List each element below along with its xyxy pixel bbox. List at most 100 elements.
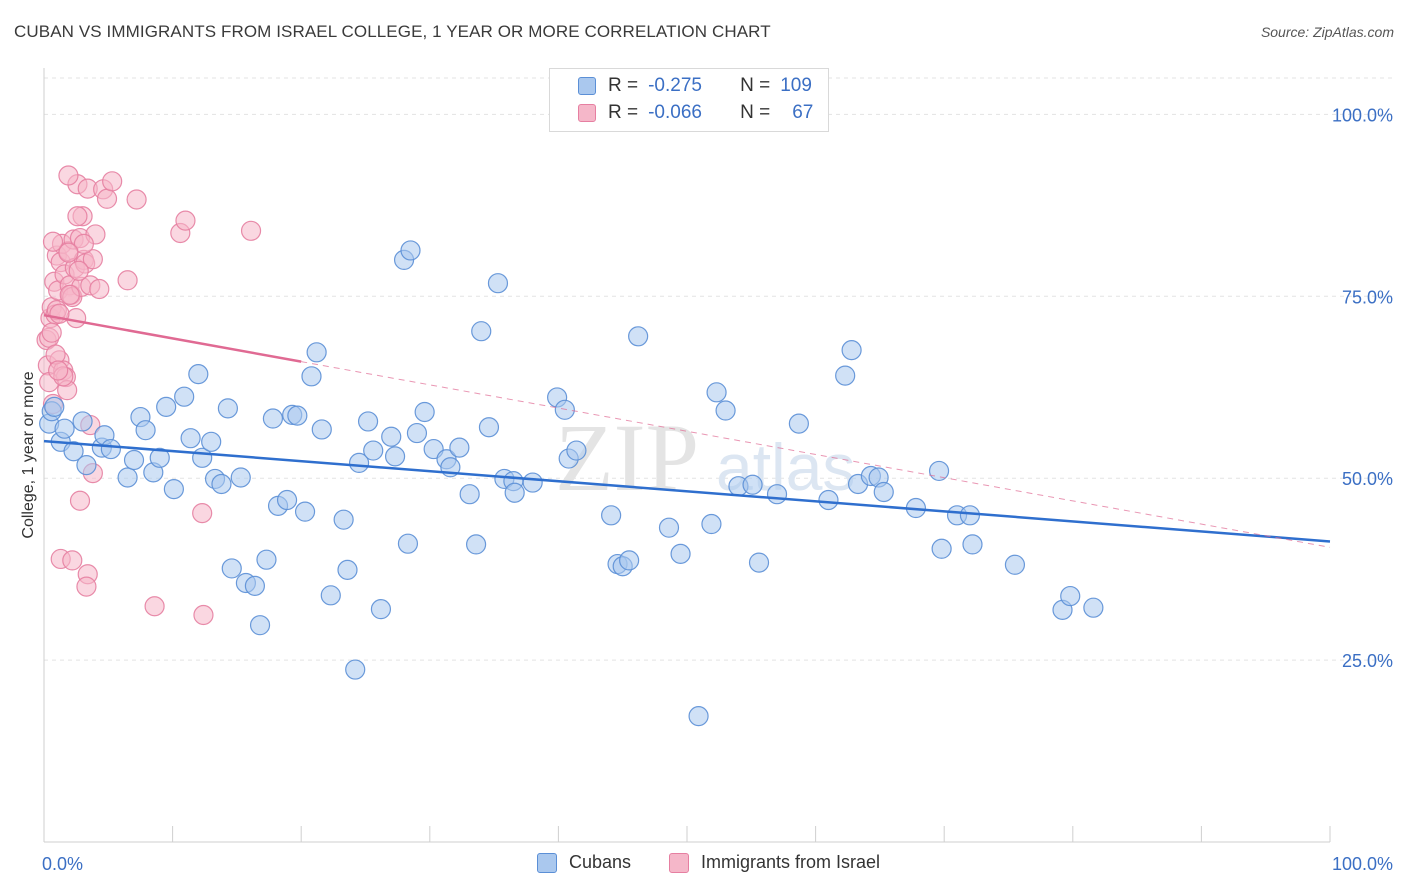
israel-point bbox=[69, 490, 91, 511]
israel-point bbox=[144, 596, 165, 617]
cuban-point bbox=[357, 411, 379, 432]
israel-point bbox=[175, 210, 196, 231]
cuban-point bbox=[333, 509, 354, 530]
cuban-point bbox=[748, 552, 770, 573]
legend-label-israel: Immigrants from Israel bbox=[701, 852, 881, 872]
israel-point bbox=[58, 242, 79, 263]
blue-swatch bbox=[537, 852, 557, 873]
israel-point bbox=[58, 165, 79, 186]
israel-points bbox=[36, 165, 262, 626]
israel-point bbox=[76, 576, 97, 597]
cuban-point bbox=[841, 340, 862, 361]
cuban-point bbox=[72, 411, 93, 432]
israel-point bbox=[67, 206, 88, 227]
n-label: N = bbox=[740, 75, 771, 96]
tick-labels: 25.0% 50.0% 75.0% 100.0% 0.0% 100.0% bbox=[42, 105, 1393, 874]
israel-point bbox=[68, 260, 89, 281]
cuban-point bbox=[487, 273, 509, 294]
r-value: -0.275 bbox=[648, 75, 702, 96]
israel-point bbox=[192, 503, 213, 524]
israel-point bbox=[42, 231, 64, 252]
israel-point bbox=[73, 233, 94, 254]
cuban-point bbox=[217, 398, 238, 419]
cuban-point bbox=[117, 467, 138, 488]
cuban-point bbox=[256, 549, 277, 570]
cuban-point bbox=[306, 342, 327, 363]
israel-point bbox=[59, 284, 80, 305]
cuban-trend-line bbox=[43, 439, 1331, 543]
cuban-point bbox=[287, 405, 308, 426]
axes bbox=[43, 68, 1331, 843]
legend-row-cubans: R = -0.275 N = 109 bbox=[550, 73, 812, 99]
chart-title: CUBAN VS IMMIGRANTS FROM ISRAEL COLLEGE,… bbox=[14, 22, 771, 41]
israel-point bbox=[96, 188, 118, 209]
cuban-point bbox=[465, 534, 487, 555]
cuban-point bbox=[397, 533, 419, 554]
cuban-point bbox=[276, 489, 298, 511]
cuban-point bbox=[230, 467, 251, 488]
cuban-point bbox=[471, 321, 492, 342]
cuban-point bbox=[601, 505, 622, 526]
israel-point bbox=[117, 270, 138, 291]
cuban-point bbox=[554, 399, 575, 420]
legend-row-israel: R = -0.066 N = 67 bbox=[550, 100, 813, 126]
cuban-points bbox=[39, 240, 1104, 727]
cuban-point bbox=[188, 364, 209, 385]
gridlines bbox=[44, 77, 1392, 661]
cuban-point bbox=[370, 599, 392, 620]
cuban-point bbox=[363, 440, 384, 461]
cuban-point bbox=[211, 473, 232, 495]
r-label: R = bbox=[608, 75, 639, 96]
y-tick-label: 100.0% bbox=[1332, 105, 1393, 125]
y-tick-label: 75.0% bbox=[1342, 287, 1393, 307]
cuban-point bbox=[701, 513, 722, 535]
cuban-point bbox=[180, 428, 201, 449]
cuban-point bbox=[221, 558, 242, 579]
r-label: R = bbox=[608, 102, 639, 123]
cuban-point bbox=[818, 489, 839, 511]
cuban-point bbox=[478, 417, 500, 438]
cuban-point bbox=[174, 386, 195, 407]
cuban-point bbox=[742, 474, 763, 495]
cuban-point bbox=[414, 401, 435, 423]
cuban-point bbox=[44, 396, 65, 417]
cuban-point bbox=[766, 484, 788, 505]
cuban-point bbox=[522, 472, 543, 493]
legend-item-israel: Immigrants from Israel bbox=[669, 852, 880, 873]
pink-swatch bbox=[669, 852, 689, 873]
cuban-point bbox=[504, 482, 525, 503]
y-tick-label: 50.0% bbox=[1342, 469, 1393, 489]
cuban-point bbox=[658, 517, 680, 538]
source-credit: Source: ZipAtlas.com bbox=[1260, 24, 1394, 40]
x-tick-label-min: 0.0% bbox=[42, 854, 83, 874]
cuban-point bbox=[962, 534, 983, 555]
israel-trend-line-solid bbox=[43, 313, 302, 363]
israel-point bbox=[126, 189, 147, 210]
cuban-point bbox=[301, 366, 322, 387]
cuban-point bbox=[459, 484, 480, 505]
cuban-point bbox=[1083, 597, 1104, 618]
cuban-point bbox=[149, 447, 170, 468]
israel-point bbox=[62, 550, 83, 571]
cuban-point bbox=[135, 420, 156, 441]
cuban-point bbox=[400, 240, 421, 261]
cuban-point bbox=[320, 585, 341, 606]
n-label: N = bbox=[740, 102, 771, 123]
series-legend: Cubans Immigrants from Israel bbox=[0, 852, 1406, 878]
israel-point bbox=[48, 360, 69, 381]
cuban-point bbox=[163, 479, 184, 500]
cuban-point bbox=[873, 481, 894, 503]
trend-lines bbox=[43, 313, 1331, 548]
legend-item-cubans: Cubans bbox=[537, 852, 631, 873]
cuban-point bbox=[156, 396, 177, 417]
cuban-point bbox=[244, 575, 266, 596]
cuban-point bbox=[406, 422, 428, 444]
cuban-point bbox=[1004, 554, 1026, 575]
r-value: -0.066 bbox=[648, 102, 702, 123]
cuban-point bbox=[348, 452, 370, 474]
cuban-point bbox=[337, 559, 358, 580]
cuban-point bbox=[688, 706, 709, 727]
cuban-point bbox=[201, 431, 222, 452]
cuban-point bbox=[706, 382, 727, 403]
y-tick-label: 25.0% bbox=[1342, 651, 1393, 671]
